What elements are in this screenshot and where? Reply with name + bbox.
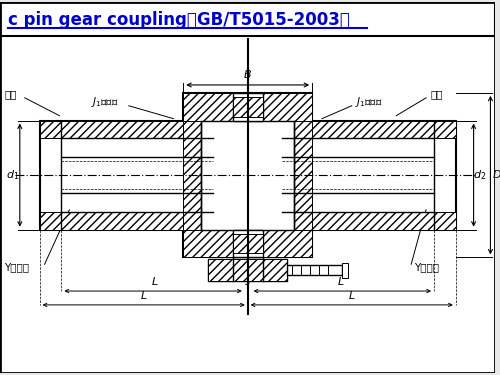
Text: $J_1$型轴孔: $J_1$型轴孔: [354, 95, 382, 109]
Bar: [288, 265, 342, 275]
Bar: [233, 230, 262, 257]
Text: Y型轴孔: Y型轴孔: [4, 262, 29, 272]
Bar: [40, 212, 213, 230]
Bar: [184, 93, 312, 121]
Text: c pin gear coupling（GB/T5015-2003）: c pin gear coupling（GB/T5015-2003）: [8, 10, 350, 28]
Bar: [40, 121, 213, 138]
Bar: [282, 212, 456, 230]
Bar: [294, 121, 312, 230]
Bar: [342, 263, 348, 278]
Text: s: s: [245, 277, 250, 287]
Text: Y型轴孔: Y型轴孔: [414, 262, 439, 272]
Bar: [184, 230, 312, 257]
Text: 标志: 标志: [430, 89, 442, 99]
Text: $d_2$: $d_2$: [473, 168, 486, 182]
Text: L: L: [338, 277, 344, 287]
Bar: [0, 2, 496, 36]
Text: L: L: [348, 291, 355, 301]
Text: 标志: 标志: [5, 89, 18, 99]
Bar: [208, 260, 288, 281]
Bar: [233, 97, 262, 117]
Bar: [208, 260, 288, 281]
Bar: [184, 121, 201, 230]
Text: $J_1$型轴孔: $J_1$型轴孔: [91, 95, 118, 109]
Bar: [282, 121, 456, 138]
Bar: [282, 121, 456, 230]
Text: D: D: [493, 170, 500, 180]
Text: L: L: [140, 291, 147, 301]
Text: B: B: [244, 70, 252, 80]
Text: $d_1$: $d_1$: [6, 168, 20, 182]
Bar: [233, 234, 262, 254]
Bar: [184, 93, 312, 121]
Bar: [201, 121, 294, 230]
Bar: [40, 121, 213, 230]
Bar: [233, 93, 262, 121]
Text: L: L: [152, 277, 158, 287]
Bar: [184, 230, 312, 257]
